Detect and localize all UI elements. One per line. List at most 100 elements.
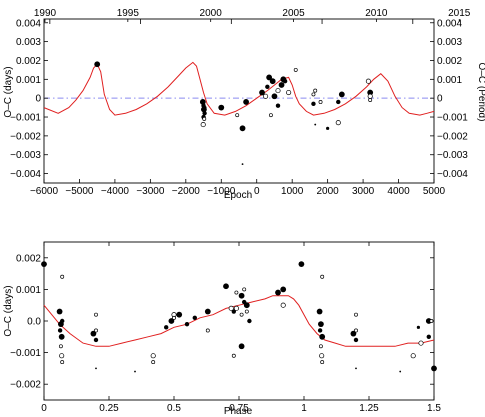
data-point-open xyxy=(94,312,98,317)
year-tick-label: 1990 xyxy=(34,8,57,19)
right-tick-label: 0.004 xyxy=(437,18,462,29)
y-tick-label: −0.001 xyxy=(10,348,41,359)
data-point-open xyxy=(60,274,65,279)
x-tick-label: 0.5 xyxy=(167,403,181,414)
data-point-filled xyxy=(223,283,229,290)
data-point-filled xyxy=(311,101,316,107)
data-point-open xyxy=(320,274,325,279)
jd-tick-label: 2456000 xyxy=(393,0,432,2)
data-point-open xyxy=(202,116,207,121)
data-point-filled xyxy=(134,370,136,373)
data-point-filled xyxy=(282,79,288,84)
data-point-filled xyxy=(317,328,323,333)
data-point-open xyxy=(335,120,341,126)
x-tick-label: 1.25 xyxy=(359,403,379,414)
data-point-filled xyxy=(202,111,207,116)
x-tick-label: 1000 xyxy=(281,186,304,197)
bottom-xlabel: Phase xyxy=(224,406,253,417)
data-point-filled xyxy=(218,104,225,111)
year-tick-label: 2015 xyxy=(448,8,471,19)
x-tick-label: −4000 xyxy=(101,186,130,197)
data-point-open xyxy=(354,312,358,317)
data-point-filled xyxy=(367,89,374,96)
data-point-filled xyxy=(426,334,431,339)
right-tick-label: 0.001 xyxy=(437,75,462,86)
x-tick-label: −3000 xyxy=(136,186,165,197)
data-point-filled xyxy=(247,318,252,324)
data-point-open xyxy=(365,78,371,84)
data-point-open xyxy=(320,360,325,365)
data-point-filled xyxy=(243,99,249,105)
x-tick-label: 5000 xyxy=(423,186,446,197)
y-tick-label: 0 xyxy=(35,94,41,105)
data-point-open xyxy=(418,340,424,346)
right-tick-label: −0.003 xyxy=(437,150,468,161)
x-tick-label: −6000 xyxy=(30,186,59,197)
data-point-filled xyxy=(95,367,97,370)
data-point-filled xyxy=(238,292,245,299)
data-point-filled xyxy=(41,261,47,268)
jd-tick-label: 2450000 xyxy=(121,0,160,2)
data-point-filled xyxy=(203,105,207,110)
right-tick-label: −0.002 xyxy=(437,131,468,142)
top-ylabel: O–C (days) xyxy=(3,66,14,117)
data-point-filled xyxy=(176,311,183,318)
data-point-open xyxy=(150,353,156,359)
data-point-filled xyxy=(431,365,437,372)
data-point-filled xyxy=(265,84,270,90)
data-point-open xyxy=(58,344,63,349)
oc-epoch-panel: O–C (days) O–C (Period) Epoch −6000 −5000… xyxy=(3,0,485,201)
data-point-open xyxy=(318,99,323,104)
year-tick-label: 2005 xyxy=(282,8,305,19)
data-point-open xyxy=(429,319,434,323)
data-point-filled xyxy=(184,321,190,327)
data-point-open xyxy=(94,328,98,333)
plot-frame xyxy=(43,18,435,184)
data-point-open xyxy=(244,309,249,314)
data-point-open xyxy=(231,353,236,358)
data-point-filled xyxy=(90,330,97,337)
top-ylabel-right: O–C (Period) xyxy=(476,63,485,122)
y-tick-label: 0.004 xyxy=(16,18,41,29)
data-point-filled xyxy=(271,93,278,100)
data-point-open xyxy=(235,113,240,118)
data-point-filled xyxy=(280,286,287,293)
x-tick-label: 0.25 xyxy=(99,403,119,414)
data-point-open xyxy=(242,287,247,292)
data-point-filled xyxy=(60,318,65,324)
data-point-filled xyxy=(350,330,357,337)
data-point-filled xyxy=(278,82,285,88)
oc-phase-panel: O–C (days) Phase 0 0.25 0.5 0.75 1 1.25 1.5 −0.… xyxy=(3,241,441,417)
data-point-open xyxy=(239,312,244,317)
x-tick-label: −5000 xyxy=(65,186,94,197)
data-point-filled xyxy=(316,308,323,315)
year-tick-label: 2000 xyxy=(200,8,223,19)
right-tick-label: 0.002 xyxy=(437,56,462,67)
y-tick-label: −0.002 xyxy=(10,380,41,391)
x-tick-label: 4000 xyxy=(387,186,410,197)
data-point-filled xyxy=(338,91,345,98)
data-point-filled xyxy=(238,343,245,350)
data-point-filled xyxy=(326,126,330,130)
right-tick-label: −0.001 xyxy=(437,113,468,124)
jd-tick-label: 2454000 xyxy=(303,0,342,2)
data-point-open xyxy=(172,315,176,320)
y-tick-label: −0.002 xyxy=(10,131,41,142)
x-tick-label: 1 xyxy=(301,403,307,414)
data-point-filled xyxy=(275,103,281,108)
data-point-filled xyxy=(192,315,197,321)
data-point-open xyxy=(318,344,323,349)
x-tick-label: 0 xyxy=(41,403,47,414)
year-tick-label: 1995 xyxy=(117,8,140,19)
bottom-ylabel: O–C (days) xyxy=(3,285,14,336)
data-point-filled xyxy=(168,318,175,324)
right-tick-label: 0 xyxy=(437,94,443,105)
jd-tick-label: 2448000 xyxy=(30,0,69,2)
x-tick-label: 1.5 xyxy=(427,403,441,414)
x-tick-label: −1000 xyxy=(207,186,236,197)
data-point-open xyxy=(205,328,210,333)
data-point-open xyxy=(311,92,316,97)
data-point-open xyxy=(410,353,416,359)
data-point-filled xyxy=(355,367,357,370)
